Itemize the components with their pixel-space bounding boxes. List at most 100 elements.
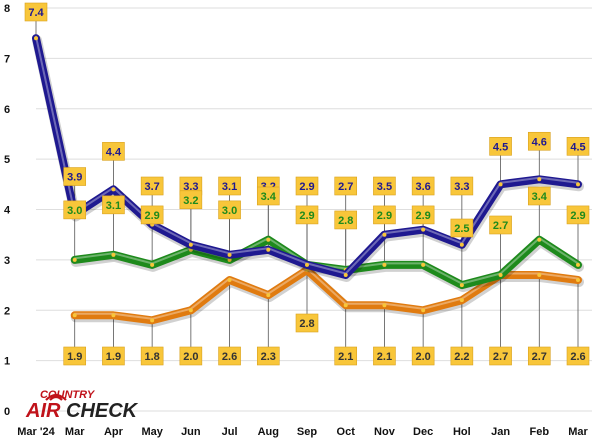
y-tick-label: 3: [4, 255, 10, 267]
data-label-box: [527, 346, 551, 366]
x-tick-label: Jan: [491, 426, 510, 438]
x-tick-label: May: [141, 426, 163, 438]
data-point: [421, 262, 426, 267]
data-label: 3.5: [377, 181, 392, 193]
data-label-box: [566, 346, 590, 366]
logo-air-text: AIR: [26, 400, 61, 422]
data-label-box: [566, 205, 590, 225]
data-label: 4.6: [532, 136, 547, 148]
data-label: 3.9: [67, 172, 82, 184]
data-label-box: [411, 176, 435, 196]
data-label-box: [373, 176, 396, 196]
data-label: 3.4: [261, 191, 277, 203]
data-label: 4.5: [493, 141, 508, 153]
data-label-box: [489, 137, 512, 156]
data-point: [576, 262, 580, 267]
data-label: 2.8: [338, 215, 353, 227]
data-label: 2.7: [493, 220, 508, 232]
data-label: 7.4: [28, 7, 44, 19]
data-point: [343, 303, 348, 308]
data-label-box: [102, 346, 125, 366]
data-point: [111, 313, 116, 318]
data-label: 2.0: [183, 351, 198, 363]
data-point: [111, 187, 116, 192]
data-point: [188, 242, 193, 247]
data-label-box: [218, 176, 241, 196]
data-point: [305, 262, 309, 267]
series-1-labels: 7.43.94.43.73.33.13.22.92.73.53.63.34.54…: [24, 2, 590, 196]
series-3-labels: 1.9 1.9 1.8 2.0 2.6 2.3 2.8 2.1 2.1 2.0 2.2 2.7 2.7 2…: [63, 313, 590, 366]
data-label: 3.2: [183, 195, 198, 207]
data-label: 4.4: [106, 146, 122, 158]
data-point: [382, 232, 387, 237]
data-label-box: [295, 176, 319, 196]
y-tick-label: 4: [4, 205, 11, 217]
series-2-group: [70, 235, 584, 293]
data-point: [382, 303, 387, 308]
y-tick-label: 8: [4, 3, 10, 15]
data-point: [266, 247, 271, 252]
data-point: [227, 278, 232, 283]
data-label-box: [295, 313, 319, 333]
data-label-box: [63, 200, 87, 220]
data-label-box: [179, 190, 203, 210]
x-tick-label: Feb: [530, 426, 550, 438]
x-tick-label: Aug: [258, 426, 279, 438]
series-2-labels: 3.0 3.1 2.9 3.2 3.0 3.4 2.9 2.8 2.9 2.9 2.5 2.7 3.4 2…: [63, 186, 590, 238]
data-point: [459, 283, 464, 288]
data-label-box: [373, 205, 396, 225]
data-point: [537, 237, 542, 242]
data-point: [421, 227, 426, 232]
data-point: [498, 182, 503, 187]
data-label-box: [140, 176, 164, 196]
x-tick-label: Mar '24: [17, 426, 55, 438]
data-label: 2.9: [299, 181, 314, 193]
y-tick-label: 7: [4, 53, 10, 65]
data-point: [34, 36, 38, 41]
data-label-box: [411, 346, 435, 366]
logo-check-text: CHECK: [66, 400, 138, 422]
x-tick-label: Oct: [337, 426, 356, 438]
data-label: 2.6: [222, 351, 237, 363]
data-point: [227, 252, 232, 257]
data-label-box: [140, 346, 164, 366]
x-tick-label: Mar: [65, 426, 85, 438]
x-tick-label: Nov: [374, 426, 396, 438]
data-point: [227, 257, 232, 262]
data-label-box: [179, 346, 203, 366]
data-label: 1.9: [106, 351, 121, 363]
data-label: 3.3: [454, 181, 469, 193]
data-label-box: [102, 195, 125, 215]
data-label-box: [256, 186, 280, 206]
logo-country-text: COUNTRY: [40, 389, 95, 401]
data-point: [421, 308, 426, 313]
data-label: 2.7: [338, 181, 353, 193]
data-label: 2.9: [299, 210, 314, 222]
y-tick-label: 5: [4, 154, 10, 166]
data-label: 2.8: [299, 318, 314, 330]
data-label: 2.5: [454, 223, 469, 235]
data-point: [576, 182, 580, 187]
data-label: 2.2: [454, 351, 469, 363]
data-label-box: [334, 346, 358, 366]
data-label: 3.7: [144, 181, 159, 193]
signal-waves-icon: [45, 393, 67, 401]
data-label: 3.6: [415, 181, 430, 193]
data-label: 3.3: [183, 181, 198, 193]
y-tick-label: 0: [4, 406, 10, 418]
data-point: [343, 272, 348, 277]
data-point: [537, 177, 542, 182]
x-tick-label: Jun: [181, 426, 201, 438]
data-label: 1.8: [144, 351, 159, 363]
y-tick-label: 1: [4, 356, 10, 368]
data-label: 3.4: [532, 191, 548, 203]
data-point: [576, 278, 580, 283]
data-label: 2.9: [144, 210, 159, 222]
data-label-box: [63, 346, 87, 366]
data-label: 2.6: [570, 351, 585, 363]
data-point: [537, 272, 542, 277]
x-tick-label: Mar: [568, 426, 588, 438]
data-label-box: [527, 186, 551, 206]
